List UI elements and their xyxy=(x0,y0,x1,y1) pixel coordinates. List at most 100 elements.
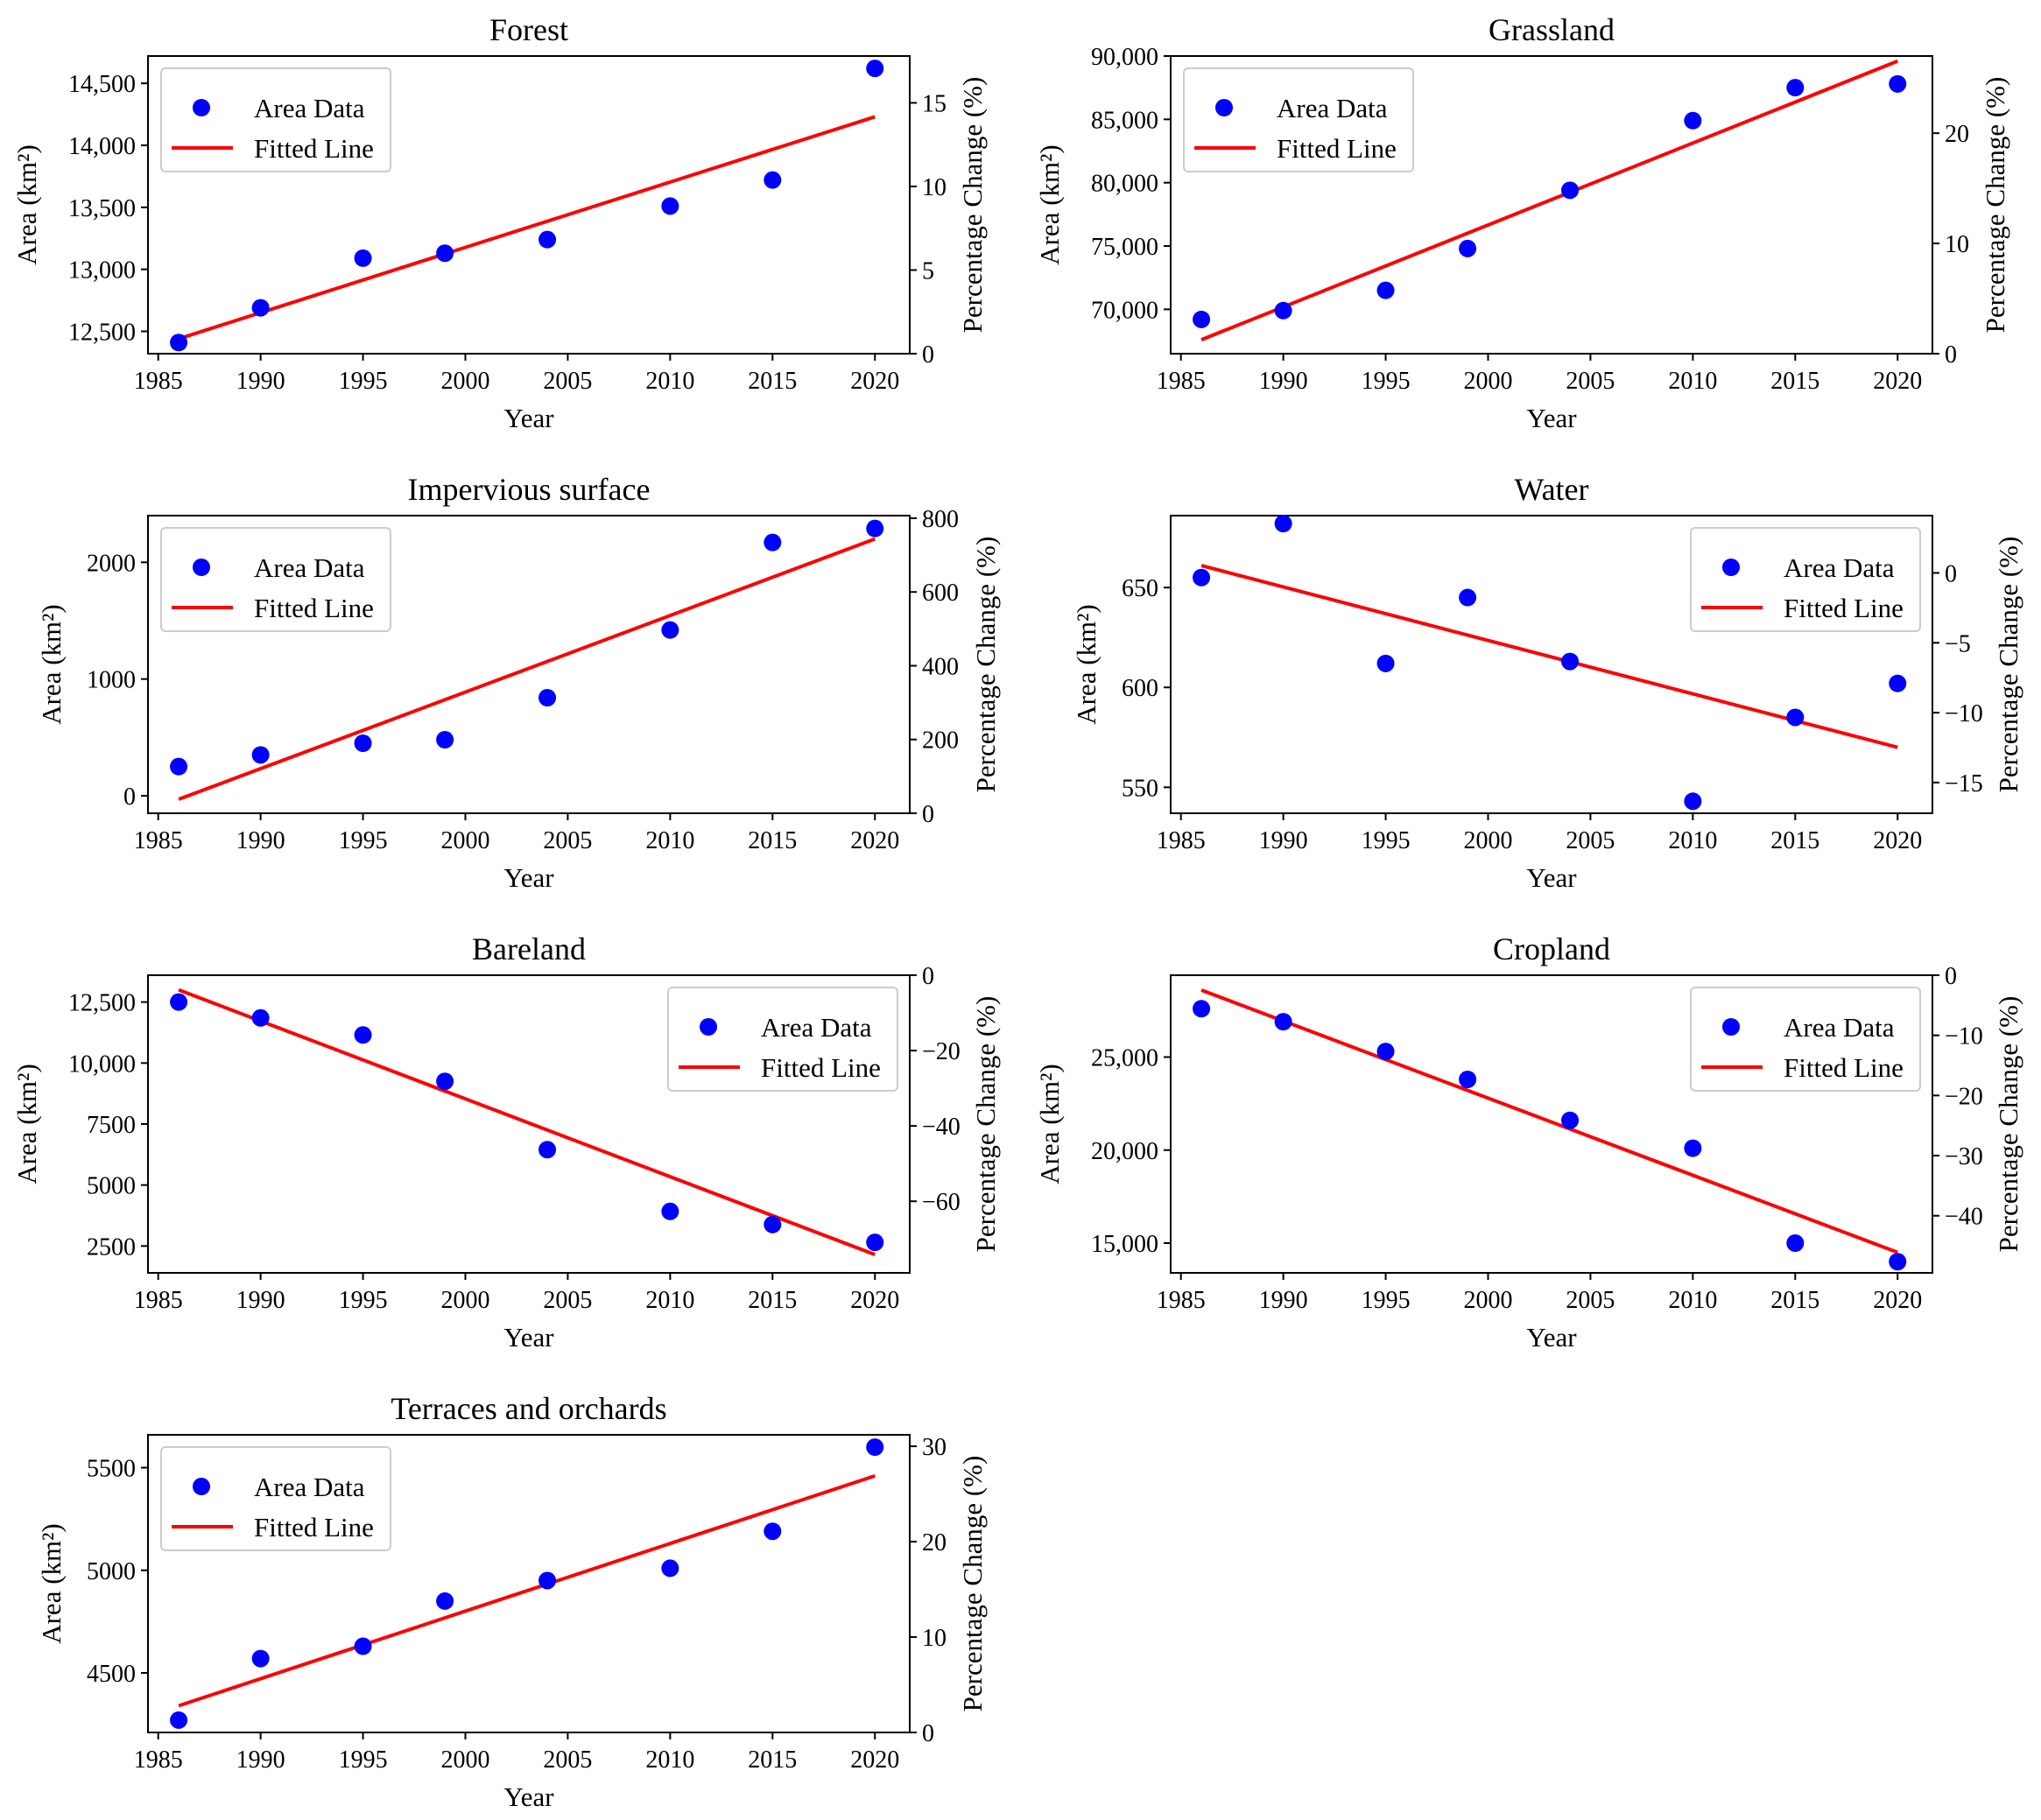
data-point xyxy=(251,1008,270,1027)
legend-box xyxy=(160,1446,391,1551)
y2-axis-label: Percentage Change (%) xyxy=(1980,77,2010,334)
legend-label-points: Area Data xyxy=(254,1472,365,1502)
chart-title: Cropland xyxy=(1493,931,1610,966)
data-point xyxy=(436,731,454,748)
x-axis-label: Year xyxy=(1526,862,1577,893)
chart-panel-cropland: Cropland 1985 1990 1995 2000 2005 2010 2015 2020… xyxy=(1034,931,2023,1353)
y2-tick-label: 0 xyxy=(1945,341,1957,369)
x-tick-label: 1985 xyxy=(134,1746,183,1774)
data-point xyxy=(764,1215,782,1233)
legend-marker-points xyxy=(1215,99,1233,116)
y-tick-label: 550 xyxy=(1122,775,1158,802)
x-tick-label: 2020 xyxy=(850,827,899,854)
axes-frame xyxy=(1170,974,1933,1274)
legend-box xyxy=(160,67,391,172)
y2-tick-label: 10 xyxy=(922,174,947,201)
y2-tick-label: −20 xyxy=(1945,1083,1983,1110)
legend-label-points: Area Data xyxy=(1784,552,1895,583)
x-tick-label: 2015 xyxy=(1770,368,1819,395)
data-point xyxy=(1684,792,1702,811)
y2-axis-label: Percentage Change (%) xyxy=(1993,537,2023,793)
x-tick-label: 2000 xyxy=(441,1287,490,1314)
data-point xyxy=(1193,310,1211,328)
data-point xyxy=(251,1649,270,1668)
x-tick-label: 2010 xyxy=(1668,1287,1717,1314)
data-point xyxy=(1889,1253,1907,1271)
legend-box xyxy=(160,527,391,632)
y2-tick-label: −15 xyxy=(1945,770,1983,798)
x-tick-label: 2000 xyxy=(1464,368,1513,395)
data-point xyxy=(170,993,188,1011)
y-tick-label: 650 xyxy=(1122,575,1158,602)
legend-label-line: Fitted Line xyxy=(254,1512,374,1542)
x-tick-label: 2000 xyxy=(441,1746,490,1774)
y2-tick-label: 10 xyxy=(922,1625,947,1652)
data-point xyxy=(354,1026,372,1044)
y2-tick-label: 0 xyxy=(922,341,934,369)
y2-tick-label: 20 xyxy=(1945,121,1969,148)
legend-marker-points xyxy=(193,559,210,576)
y2-tick-label: −60 xyxy=(922,1189,961,1216)
data-point xyxy=(436,1592,454,1610)
y-tick-label: 5000 xyxy=(87,1173,136,1200)
data-point xyxy=(436,244,454,263)
legend: Area Data Fitted Line xyxy=(1690,987,1921,1092)
y-tick-label: 25,000 xyxy=(1091,1045,1158,1072)
x-tick-label: 2005 xyxy=(1566,1287,1615,1314)
y-axis-label: Area (km²) xyxy=(1034,1064,1065,1184)
y-tick-label: 75,000 xyxy=(1091,234,1158,261)
legend: Area Data Fitted Line xyxy=(160,527,391,632)
data-point xyxy=(251,746,270,764)
x-tick-label: 2005 xyxy=(543,368,592,395)
y2-axis-label: Percentage Change (%) xyxy=(970,537,1001,793)
legend-label-line: Fitted Line xyxy=(1277,133,1397,164)
x-tick-label: 1985 xyxy=(134,368,183,395)
y2-tick-label: 200 xyxy=(922,727,959,755)
legend-label-line: Fitted Line xyxy=(1784,593,1904,623)
x-tick-label: 1990 xyxy=(1259,368,1308,395)
y-tick-label: 2000 xyxy=(87,550,136,577)
y2-tick-label: −5 xyxy=(1945,630,1971,657)
data-point xyxy=(866,60,884,78)
x-tick-label: 2010 xyxy=(645,368,694,395)
y2-axis-label: Percentage Change (%) xyxy=(970,996,1001,1253)
legend: Area Data Fitted Line xyxy=(1690,527,1921,632)
y-tick-label: 20,000 xyxy=(1091,1138,1158,1165)
x-tick-label: 1985 xyxy=(134,1287,183,1314)
y-axis-label: Area (km²) xyxy=(1034,144,1065,265)
y2-tick-label: −40 xyxy=(1945,1204,1983,1231)
legend-marker-points xyxy=(1722,559,1740,576)
x-tick-label: 2015 xyxy=(748,1287,797,1314)
data-point xyxy=(436,1072,454,1091)
y2-tick-label: −30 xyxy=(1945,1143,1983,1170)
data-point xyxy=(1459,1071,1477,1088)
fitted-line xyxy=(1200,988,1898,1254)
legend-label-points: Area Data xyxy=(761,1012,872,1043)
y-tick-label: 90,000 xyxy=(1091,44,1158,71)
y-tick-label: 12,500 xyxy=(68,990,136,1017)
x-tick-label: 2010 xyxy=(645,827,694,854)
x-tick-label: 1995 xyxy=(1362,368,1411,395)
fitted-line xyxy=(178,115,876,341)
legend-box xyxy=(1690,987,1921,1092)
x-tick-label: 2005 xyxy=(1566,368,1615,395)
legend-box xyxy=(1690,527,1921,632)
chart-title: Forest xyxy=(489,12,568,47)
y-tick-label: 4500 xyxy=(87,1661,136,1688)
y2-tick-label: 0 xyxy=(1945,560,1957,587)
y-axis-label: Area (km²) xyxy=(1071,604,1101,725)
data-point xyxy=(1376,1043,1395,1061)
data-point xyxy=(538,1141,557,1159)
x-tick-label: 2005 xyxy=(543,1746,592,1774)
chart-title: Terraces and orchards xyxy=(391,1391,666,1426)
x-tick-label: 2010 xyxy=(645,1287,694,1314)
y2-axis-label: Percentage Change (%) xyxy=(1993,996,2023,1253)
x-tick-label: 2020 xyxy=(850,368,899,395)
data-point xyxy=(1459,239,1477,257)
y-axis-label: Area (km²) xyxy=(36,1523,67,1644)
data-point xyxy=(1274,1013,1292,1031)
y-tick-label: 14,500 xyxy=(68,71,136,98)
y-tick-label: 5000 xyxy=(87,1558,136,1585)
legend: Area Data Fitted Line xyxy=(667,987,898,1092)
y-tick-label: 12,500 xyxy=(68,320,136,347)
